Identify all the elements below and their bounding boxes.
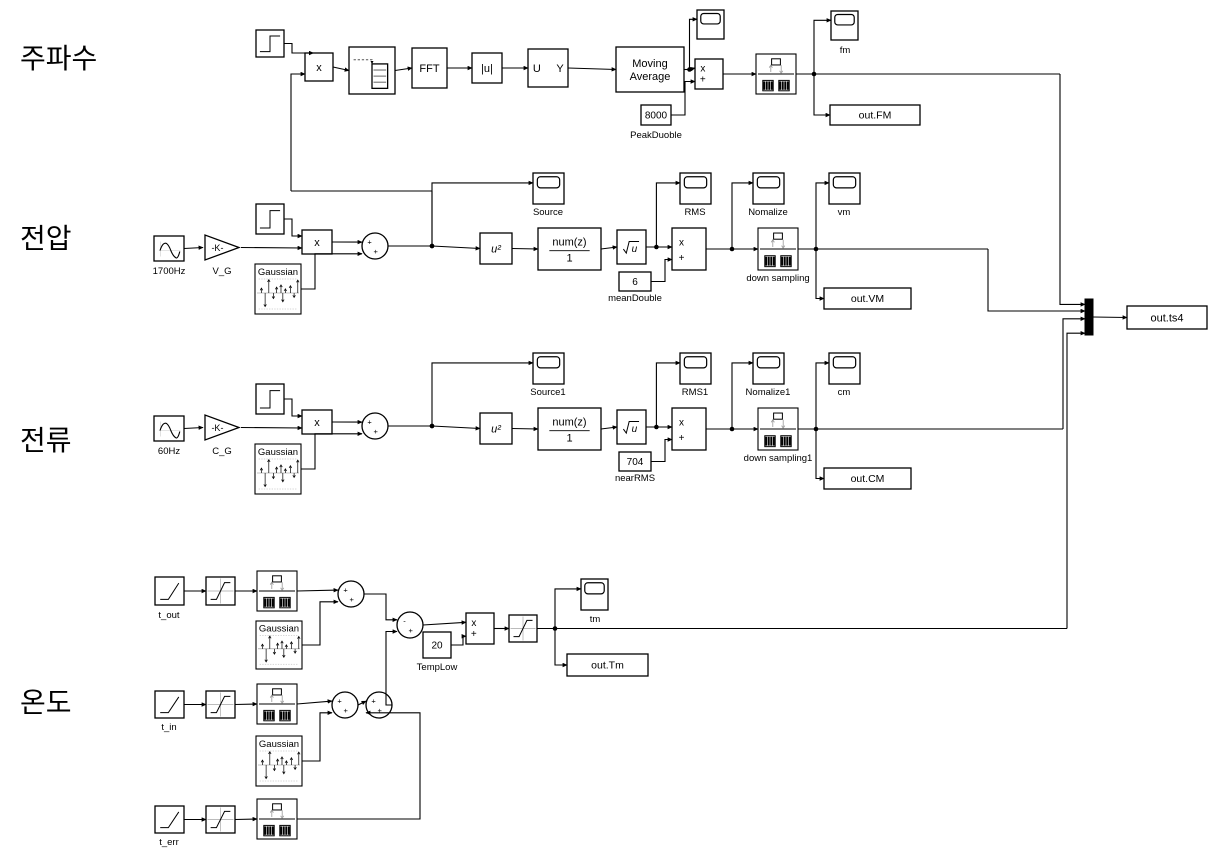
svg-text:num(z): num(z)	[552, 417, 586, 429]
svg-text:20: 20	[431, 641, 443, 652]
svg-text:Nomalize1: Nomalize1	[746, 387, 791, 398]
svg-text:+: +	[337, 696, 342, 705]
svg-text:+: +	[343, 585, 348, 594]
svg-text:+: +	[367, 417, 372, 426]
svg-text:x: x	[314, 417, 320, 429]
svg-text:meanDouble: meanDouble	[608, 293, 662, 304]
svg-text:TempLow: TempLow	[417, 662, 458, 673]
svg-text:u²: u²	[491, 423, 501, 435]
svg-text:6: 6	[632, 277, 638, 288]
svg-text:U: U	[533, 63, 541, 75]
svg-text:|u|: |u|	[481, 63, 493, 75]
svg-text:x: x	[700, 64, 705, 75]
svg-text:1700Hz: 1700Hz	[153, 266, 186, 277]
svg-text:t_err: t_err	[159, 837, 179, 848]
svg-text:u²: u²	[491, 243, 501, 255]
svg-text:704: 704	[627, 457, 644, 468]
svg-text:vm: vm	[838, 207, 851, 218]
svg-text:num(z): num(z)	[552, 237, 586, 249]
svg-text:1: 1	[566, 433, 572, 445]
svg-text:t_in: t_in	[161, 722, 176, 733]
svg-text:Source: Source	[533, 207, 563, 218]
svg-text:Y: Y	[556, 63, 564, 75]
svg-text:전압: 전압	[20, 223, 72, 254]
svg-text:x: x	[471, 618, 476, 629]
svg-text:PeakDuoble: PeakDuoble	[630, 130, 682, 141]
svg-text:+: +	[373, 247, 378, 256]
svg-text:+: +	[408, 626, 413, 635]
svg-text:FFT: FFT	[419, 63, 439, 75]
svg-text:out.CM: out.CM	[851, 473, 885, 485]
svg-text:x: x	[679, 238, 684, 249]
svg-text:8000: 8000	[645, 111, 668, 122]
svg-text:주파수: 주파수	[20, 43, 97, 74]
svg-text:-K-: -K-	[211, 243, 223, 253]
svg-text:V_G: V_G	[212, 266, 231, 277]
svg-text:Gaussian: Gaussian	[259, 739, 299, 750]
svg-text:t_out: t_out	[158, 610, 179, 621]
svg-text:tm: tm	[590, 614, 601, 625]
svg-text:+: +	[373, 427, 378, 436]
svg-text:down sampling: down sampling	[746, 273, 809, 284]
svg-text:60Hz: 60Hz	[158, 446, 180, 457]
svg-text:out.FM: out.FM	[859, 110, 892, 122]
svg-text:C_G: C_G	[212, 446, 232, 457]
svg-text:u: u	[632, 424, 638, 435]
svg-text:u: u	[632, 244, 638, 255]
svg-text:Source1: Source1	[530, 387, 565, 398]
svg-text:Gaussian: Gaussian	[259, 624, 299, 635]
svg-text:out.Tm: out.Tm	[591, 660, 624, 672]
svg-text:x: x	[679, 418, 684, 429]
svg-text:+: +	[349, 595, 354, 604]
svg-text:온도: 온도	[20, 687, 72, 718]
svg-text:+: +	[367, 237, 372, 246]
svg-text:x: x	[314, 237, 320, 249]
svg-text:Average: Average	[630, 71, 671, 83]
svg-text:Gaussian: Gaussian	[258, 447, 298, 458]
svg-text:down sampling1: down sampling1	[744, 453, 813, 464]
svg-text:fm: fm	[840, 45, 851, 56]
svg-text:+: +	[679, 253, 685, 264]
svg-text:x: x	[316, 62, 322, 74]
svg-text:1: 1	[566, 253, 572, 265]
svg-text:cm: cm	[838, 387, 851, 398]
svg-text:Moving: Moving	[632, 58, 667, 70]
svg-text:+: +	[700, 74, 706, 85]
svg-text:Nomalize: Nomalize	[748, 207, 788, 218]
svg-text:RMS1: RMS1	[682, 387, 708, 398]
svg-text:RMS: RMS	[684, 207, 705, 218]
svg-text:nearRMS: nearRMS	[615, 473, 655, 484]
svg-text:전류: 전류	[20, 425, 72, 456]
svg-text:+: +	[679, 433, 685, 444]
svg-text:+: +	[343, 706, 348, 715]
svg-text:+: +	[471, 629, 477, 640]
svg-text:+: +	[371, 696, 376, 705]
svg-text:-K-: -K-	[211, 423, 223, 433]
svg-text:Gaussian: Gaussian	[258, 267, 298, 278]
svg-text:out.VM: out.VM	[851, 293, 884, 305]
svg-text:out.ts4: out.ts4	[1150, 312, 1183, 324]
svg-text:+: +	[377, 706, 382, 715]
